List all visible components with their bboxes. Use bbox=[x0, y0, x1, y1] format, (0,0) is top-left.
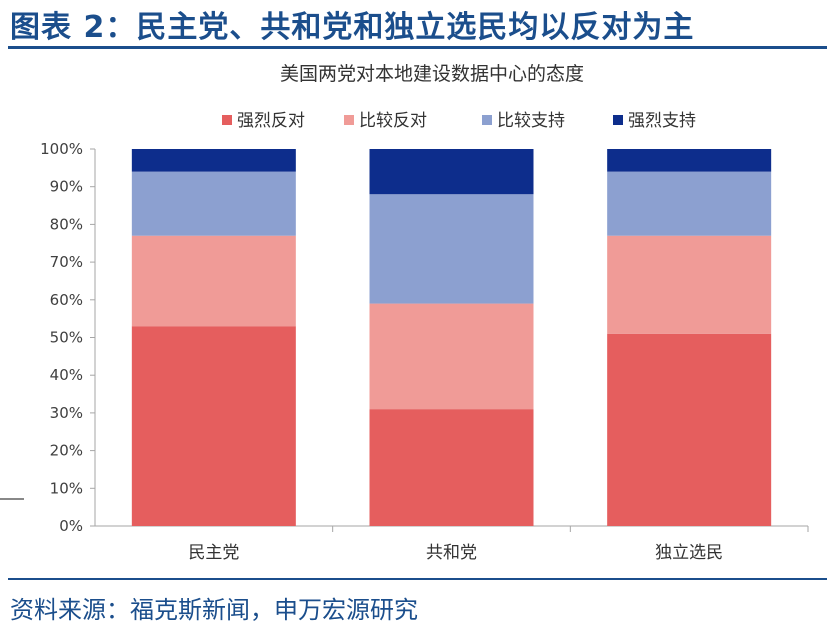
bar-segment bbox=[607, 171, 772, 236]
x-tick-label: 民主党 bbox=[188, 543, 239, 563]
y-tick-label: 50% bbox=[50, 329, 83, 347]
bar-segment bbox=[369, 303, 534, 410]
heading-rule bbox=[8, 46, 827, 49]
bar-segment bbox=[131, 149, 296, 172]
y-tick-label: 100% bbox=[40, 140, 83, 158]
y-tick-label: 40% bbox=[50, 366, 83, 384]
legend-label: 强烈支持 bbox=[628, 111, 696, 131]
legend: 强烈反对 比较反对 比较支持 强烈支持 bbox=[222, 111, 696, 131]
bar-segment bbox=[131, 235, 296, 327]
footer-rule bbox=[8, 578, 827, 580]
chart-title: 美国两党对本地建设数据中心的态度 bbox=[280, 63, 584, 85]
y-tick-label: 20% bbox=[50, 442, 83, 460]
x-tick-label: 共和党 bbox=[426, 543, 477, 563]
y-tick-label: 90% bbox=[50, 178, 83, 196]
legend-label: 强烈反对 bbox=[237, 111, 305, 131]
bar-segment bbox=[369, 149, 534, 195]
legend-swatch bbox=[344, 115, 354, 125]
figure-heading: 图表 2：民主党、共和党和独立选民均以反对为主 bbox=[10, 10, 695, 45]
y-tick-label: 0% bbox=[59, 517, 83, 535]
bar-segment bbox=[131, 171, 296, 236]
y-tick-label: 10% bbox=[50, 479, 83, 497]
stacked-bar-chart: 美国两党对本地建设数据中心的态度 强烈反对 比较反对 比较支持 强烈支持 0% 10% 2… bbox=[40, 63, 809, 563]
legend-swatch bbox=[613, 115, 623, 125]
legend-swatch bbox=[482, 115, 492, 125]
legend-swatch bbox=[222, 115, 232, 125]
bar-segment bbox=[369, 194, 534, 304]
bar-segment bbox=[369, 409, 534, 526]
axes: 0% 10% 20% 30% 40% 50% 60% 70% 80% 90% 100% 民主党 共和党 独… bbox=[40, 140, 809, 563]
y-tick-label: 80% bbox=[50, 215, 83, 233]
legend-label: 比较支持 bbox=[497, 111, 565, 131]
side-mark bbox=[0, 498, 24, 500]
y-tick-label: 30% bbox=[50, 404, 83, 422]
bar-segment bbox=[131, 326, 296, 526]
source-note: 资料来源：福克斯新闻，申万宏源研究 bbox=[10, 596, 418, 624]
bar-segment bbox=[607, 149, 772, 172]
bar-segment bbox=[607, 235, 772, 334]
bar-segment bbox=[607, 333, 772, 526]
y-tick-label: 60% bbox=[50, 291, 83, 309]
y-tick-label: 70% bbox=[50, 253, 83, 271]
bars bbox=[131, 149, 772, 526]
x-tick-label: 独立选民 bbox=[655, 543, 723, 563]
legend-label: 比较反对 bbox=[359, 111, 427, 131]
